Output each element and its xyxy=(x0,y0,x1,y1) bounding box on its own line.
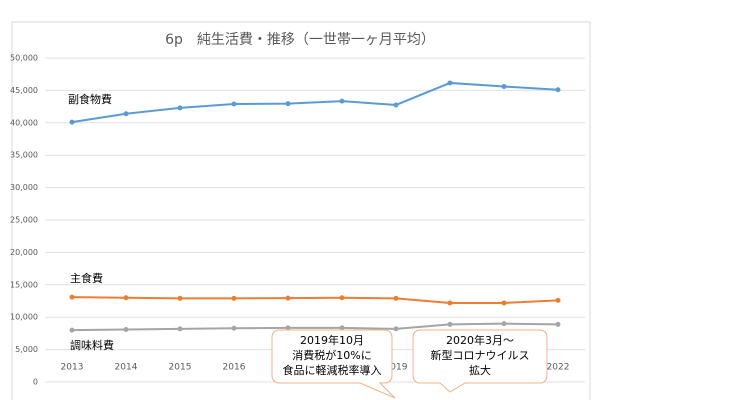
y-tick-label: 15,000 xyxy=(10,280,38,289)
point xyxy=(285,325,291,331)
callout xyxy=(412,329,548,393)
callout-text: 2019年10月 xyxy=(300,333,364,347)
point xyxy=(447,80,453,86)
y-tick-label: 50,000 xyxy=(10,54,38,63)
point xyxy=(177,295,183,301)
point xyxy=(285,295,291,301)
callout xyxy=(271,329,396,399)
y-tick-label: 10,000 xyxy=(10,313,38,322)
point xyxy=(69,327,75,333)
y-tick-label: 45,000 xyxy=(10,86,38,95)
point xyxy=(177,105,183,111)
y-tick-label: 40,000 xyxy=(10,118,38,127)
point xyxy=(231,325,237,331)
point xyxy=(285,101,291,107)
point xyxy=(69,119,75,125)
x-tick-label: 2019 xyxy=(385,363,408,373)
point xyxy=(339,98,345,104)
point xyxy=(393,102,399,108)
point xyxy=(231,101,237,107)
point xyxy=(447,300,453,306)
point xyxy=(501,84,507,90)
point xyxy=(393,295,399,301)
point xyxy=(447,321,453,327)
y-tick-label: 25,000 xyxy=(10,216,38,225)
callout-text: 拡大 xyxy=(469,363,491,377)
point xyxy=(555,87,561,93)
point xyxy=(501,321,507,327)
callout-text: 新型コロナウイルス xyxy=(431,348,530,362)
point xyxy=(501,300,507,306)
point xyxy=(123,295,129,301)
y-tick-label: 20,000 xyxy=(10,248,38,257)
x-tick-label: 2016 xyxy=(223,363,246,373)
y-tick-label: 0 xyxy=(33,378,38,387)
point xyxy=(69,294,75,300)
y-tick-label: 5,000 xyxy=(15,345,38,354)
point xyxy=(555,321,561,327)
callout-text: 消費税が10%に xyxy=(292,348,371,362)
x-tick-label: 2022 xyxy=(547,363,570,373)
callout-text: 2020年3月～ xyxy=(446,333,514,347)
series-label: 副食物費 xyxy=(68,92,112,106)
point xyxy=(339,325,345,331)
point xyxy=(177,326,183,332)
x-tick-label: 2015 xyxy=(169,363,192,373)
x-tick-label: 2013 xyxy=(61,363,84,373)
point xyxy=(123,327,129,333)
series-label: 調味料費 xyxy=(70,338,114,352)
series-label: 主食費 xyxy=(70,271,103,285)
series-line xyxy=(71,296,559,304)
point xyxy=(555,297,561,303)
y-tick-label: 35,000 xyxy=(10,151,38,160)
y-tick-label: 30,000 xyxy=(10,183,38,192)
x-tick-label: 2014 xyxy=(115,363,138,373)
point xyxy=(123,111,129,117)
point xyxy=(339,295,345,301)
chart-title: 6p 純生活費・推移（一世帯一ヶ月平均） xyxy=(165,32,435,48)
series-line xyxy=(71,322,559,332)
series-line xyxy=(71,81,559,124)
point xyxy=(231,295,237,301)
callout-text: 食品に軽減税率導入 xyxy=(283,363,382,377)
point xyxy=(393,326,399,332)
